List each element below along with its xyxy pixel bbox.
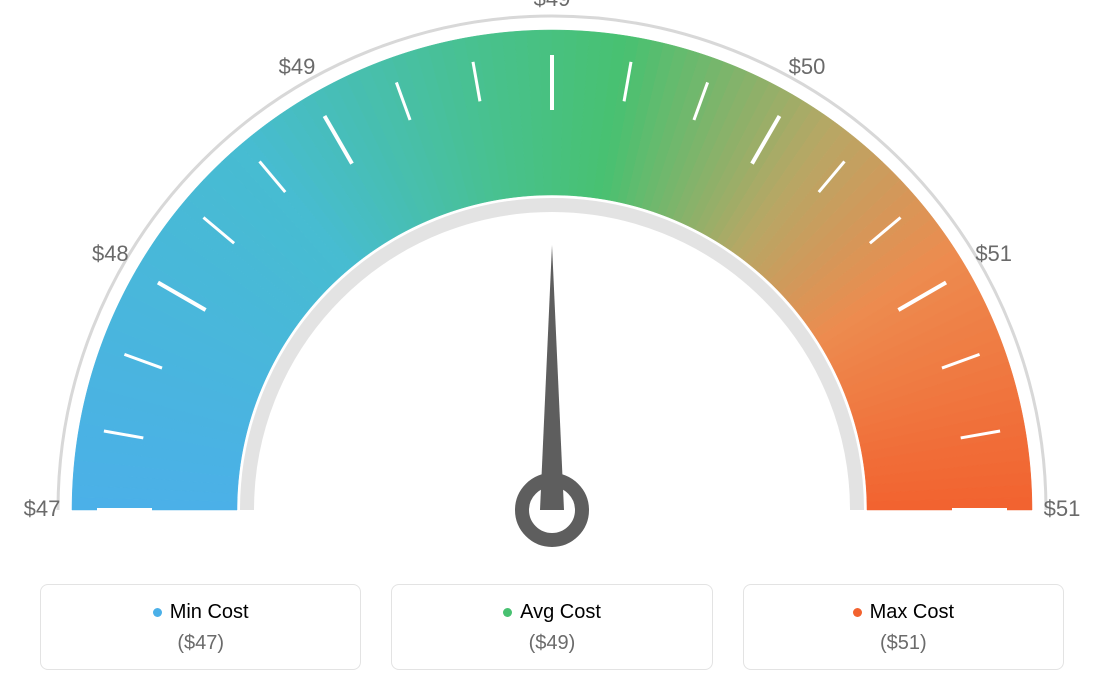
dot-icon [503,608,512,617]
legend-card-avg: Avg Cost ($49) [391,584,712,670]
legend-card-max: Max Cost ($51) [743,584,1064,670]
svg-text:$51: $51 [975,241,1012,266]
svg-text:$49: $49 [534,0,571,11]
legend-value-min: ($47) [51,632,350,655]
svg-text:$47: $47 [24,496,61,521]
legend-row: Min Cost ($47) Avg Cost ($49) Max Cost (… [40,584,1064,670]
legend-label: Avg Cost [520,601,601,623]
legend-label: Max Cost [870,601,954,623]
legend-title-min: Min Cost [51,601,350,624]
dot-icon [853,608,862,617]
legend-title-avg: Avg Cost [402,601,701,624]
svg-text:$49: $49 [279,54,316,79]
svg-text:$48: $48 [92,241,129,266]
svg-text:$51: $51 [1044,496,1081,521]
legend-label: Min Cost [170,601,249,623]
svg-text:$50: $50 [789,54,826,79]
gauge-chart: $47 $48 $49 $49 $50 $51 $51 [0,0,1104,570]
legend-value-avg: ($49) [402,632,701,655]
dot-icon [153,608,162,617]
legend-title-max: Max Cost [754,601,1053,624]
legend-card-min: Min Cost ($47) [40,584,361,670]
legend-value-max: ($51) [754,632,1053,655]
